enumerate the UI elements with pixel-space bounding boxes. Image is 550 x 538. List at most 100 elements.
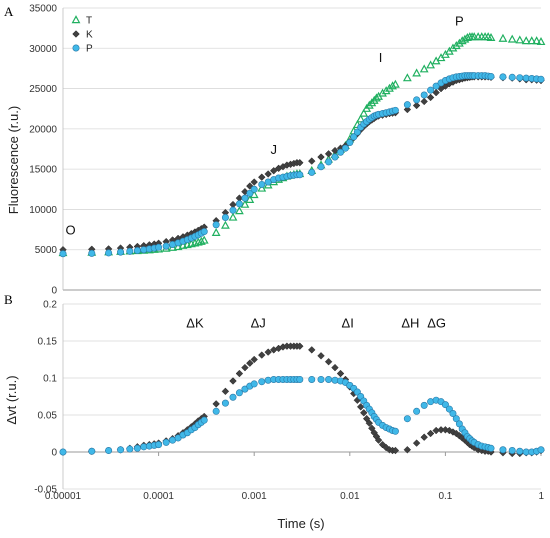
data-point <box>452 415 460 423</box>
data-point <box>246 182 254 190</box>
data-point <box>403 105 412 114</box>
data-point <box>426 93 435 102</box>
data-point <box>403 446 412 454</box>
phase-annotation: ΔI <box>342 316 354 331</box>
series-p <box>59 72 545 258</box>
x-tick-label: 0.01 <box>340 491 360 502</box>
data-point <box>515 35 525 44</box>
phase-annotation: ΔK <box>186 316 204 331</box>
data-point <box>420 433 428 441</box>
data-point <box>413 407 421 415</box>
series-t <box>58 32 546 257</box>
data-point <box>367 98 377 107</box>
data-point <box>413 96 421 104</box>
data-point <box>240 199 250 208</box>
data-point <box>388 81 397 90</box>
data-point <box>499 73 507 81</box>
y-tick-label: 5000 <box>35 245 58 256</box>
legend-label-t: T <box>86 16 92 27</box>
series-p <box>59 375 545 456</box>
data-point <box>449 410 457 418</box>
data-point <box>356 114 366 123</box>
data-point <box>235 200 243 208</box>
data-point <box>391 446 400 455</box>
data-point <box>324 357 333 366</box>
data-point <box>420 401 428 409</box>
data-point <box>246 189 254 197</box>
data-point <box>212 407 220 415</box>
phase-annotation: P <box>455 14 464 29</box>
data-point <box>196 236 206 245</box>
legend-marker-p <box>72 44 80 52</box>
data-point <box>537 75 545 83</box>
y-tick-label: 30000 <box>29 44 57 55</box>
y-tick-label: 35000 <box>29 4 57 15</box>
data-point <box>365 419 374 427</box>
data-point <box>527 36 537 45</box>
data-point <box>229 377 237 385</box>
data-point <box>212 400 220 408</box>
data-point <box>250 178 258 186</box>
data-point <box>508 447 516 455</box>
data-point <box>88 447 96 455</box>
panel-label-a: A <box>4 4 14 19</box>
data-point <box>451 41 461 50</box>
x-tick-label: 0.00001 <box>45 491 82 502</box>
gridlines-b <box>62 303 542 490</box>
data-point <box>317 163 325 171</box>
data-point <box>126 247 134 255</box>
y-tick-label: 0.2 <box>43 300 57 311</box>
data-point <box>241 194 249 202</box>
data-point <box>296 171 304 179</box>
data-point <box>381 86 391 95</box>
y-tick-label: 0.05 <box>38 411 58 422</box>
data-point <box>221 399 229 407</box>
data-point <box>426 60 436 69</box>
data-points-a <box>58 32 546 258</box>
data-point <box>246 359 254 367</box>
y-tick-label: -0.05 <box>34 485 57 496</box>
data-point <box>200 416 208 424</box>
data-point <box>382 443 390 452</box>
phase-annotation: I <box>379 50 383 65</box>
phase-annotation: ΔG <box>427 316 446 331</box>
legend: TKP <box>71 15 93 55</box>
data-point <box>337 148 345 156</box>
data-point <box>486 32 496 42</box>
data-point <box>317 352 325 360</box>
data-point <box>258 173 266 181</box>
data-point <box>420 91 428 99</box>
data-point <box>269 167 278 175</box>
data-point <box>412 101 421 110</box>
data-point <box>507 34 517 43</box>
data-point <box>264 170 272 178</box>
data-point <box>448 43 458 52</box>
data-point <box>235 389 243 397</box>
data-point <box>508 73 516 81</box>
data-point <box>221 220 230 229</box>
x-tick-label: 0.1 <box>438 491 452 502</box>
data-point <box>369 95 379 104</box>
data-point <box>516 447 524 455</box>
data-point <box>454 38 464 47</box>
data-point <box>317 375 325 383</box>
data-point <box>325 158 333 166</box>
data-point <box>229 393 237 401</box>
data-point <box>308 168 316 176</box>
data-point <box>532 36 542 45</box>
y-tick-labels-a: 0 5000 10000 15000 20000 25000 30000 35000 <box>29 4 57 297</box>
data-point <box>378 88 387 97</box>
phase-labels-a: O J I P <box>66 14 464 238</box>
data-point <box>521 36 531 45</box>
data-point <box>117 446 125 454</box>
panel-a: A Fluorescence (r.u.) 0 5000 10000 15000 200… <box>4 4 546 297</box>
data-points-b <box>59 342 545 458</box>
data-point <box>235 369 244 378</box>
data-point <box>325 375 333 383</box>
legend-marker-k <box>72 30 80 38</box>
phase-annotation: J <box>270 142 277 157</box>
data-point <box>350 133 358 141</box>
data-point <box>173 242 183 251</box>
data-point <box>200 228 208 236</box>
data-point <box>359 108 369 117</box>
